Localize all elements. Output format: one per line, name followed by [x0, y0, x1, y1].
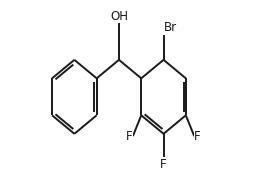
Text: Br: Br — [164, 21, 177, 34]
Text: OH: OH — [110, 10, 128, 23]
Text: F: F — [194, 130, 201, 143]
Text: F: F — [126, 130, 133, 143]
Text: F: F — [160, 158, 167, 171]
